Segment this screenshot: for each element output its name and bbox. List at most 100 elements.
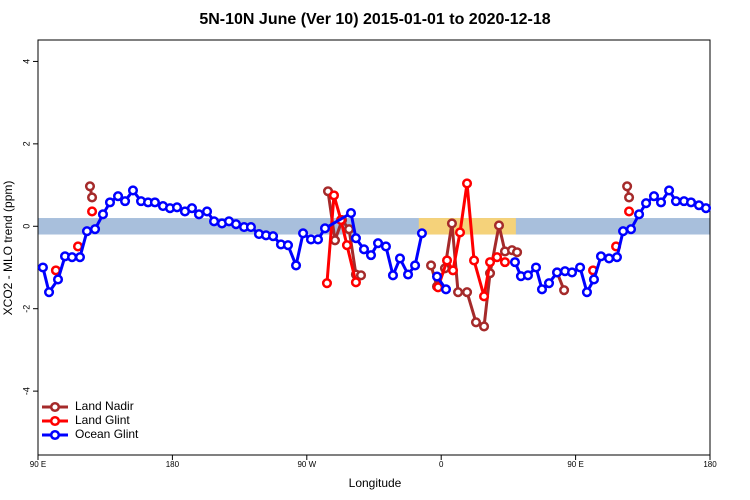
data-point <box>655 197 667 208</box>
y-tick-label: 0 <box>21 224 31 229</box>
data-point <box>575 262 586 273</box>
data-point <box>81 226 93 237</box>
x-tick-label: 180 <box>166 460 180 469</box>
data-point <box>410 260 421 271</box>
data-point <box>37 262 48 273</box>
data-point <box>509 257 521 268</box>
data-point <box>282 240 294 251</box>
plot-frame <box>37 39 711 456</box>
data-point <box>365 250 377 261</box>
data-point <box>402 269 414 280</box>
data-point <box>127 185 139 196</box>
data-point <box>634 209 645 220</box>
data-point <box>341 240 353 251</box>
legend-marker <box>49 401 61 413</box>
data-point <box>685 197 697 208</box>
data-point <box>394 253 406 264</box>
data-point <box>648 191 660 202</box>
data-point <box>171 202 183 213</box>
y-axis-label: XCO2 - MLO trend (ppm) <box>1 181 15 316</box>
land-band <box>418 218 516 235</box>
x-tick-label: 180 <box>703 460 717 469</box>
data-point <box>186 203 198 214</box>
data-point <box>559 285 570 296</box>
data-point <box>588 274 600 285</box>
data-point <box>87 206 98 217</box>
y-tick-label: 2 <box>21 141 31 146</box>
data-point <box>536 284 548 295</box>
data-point <box>552 267 563 278</box>
data-point <box>604 253 615 264</box>
data-point <box>298 228 309 239</box>
data-point <box>622 181 633 192</box>
data-point <box>624 206 635 217</box>
data-point <box>52 274 64 285</box>
data-point <box>664 185 675 196</box>
data-point <box>461 178 473 189</box>
data-point <box>625 224 637 235</box>
data-point <box>345 208 357 219</box>
legend-label: Land Glint <box>75 413 130 427</box>
data-point <box>530 262 542 273</box>
data-point <box>618 226 629 237</box>
data-point <box>84 181 96 192</box>
data-point <box>581 287 592 298</box>
data-point <box>44 287 55 298</box>
data-point <box>543 278 555 289</box>
y-tick-label: -2 <box>21 305 31 313</box>
data-point <box>425 260 437 271</box>
y-tick-label: -4 <box>21 387 31 395</box>
data-point <box>89 224 101 235</box>
legend-label: Ocean Glint <box>75 427 139 441</box>
data-point <box>319 223 331 234</box>
data-point <box>74 252 86 263</box>
data-point <box>329 235 341 246</box>
x-tick-label: 0 <box>439 460 444 469</box>
legend-label: Land Nadir <box>75 399 134 413</box>
data-point <box>470 317 482 328</box>
data-point <box>358 244 370 255</box>
data-point <box>201 206 213 217</box>
data-point <box>372 238 384 249</box>
data-point <box>484 257 496 268</box>
data-point <box>492 252 503 263</box>
data-point <box>268 231 279 242</box>
data-point <box>469 255 480 266</box>
data-point <box>355 270 367 281</box>
data-point <box>670 196 682 207</box>
data-point <box>700 203 712 214</box>
zero-band <box>38 218 710 235</box>
x-tick-label: 90 E <box>567 460 583 469</box>
y-tick-label: 4 <box>21 59 31 64</box>
data-point <box>522 270 534 281</box>
data-point <box>209 216 220 227</box>
data-point <box>493 220 505 231</box>
data-point <box>120 196 131 207</box>
x-tick-label: 90 W <box>297 460 316 469</box>
data-point <box>112 191 124 202</box>
x-axis-label: Longitude <box>349 476 402 490</box>
data-point <box>624 192 635 203</box>
data-point <box>149 197 160 208</box>
data-point <box>193 209 205 220</box>
data-point <box>104 197 116 208</box>
data-point <box>87 192 98 203</box>
data-point <box>441 255 453 266</box>
data-point <box>454 227 466 238</box>
data-point <box>230 219 242 230</box>
data-point <box>479 291 490 302</box>
data-point <box>245 222 256 233</box>
data-point <box>479 321 490 332</box>
data-point <box>387 270 399 281</box>
data-point <box>97 209 109 220</box>
data-point <box>416 228 427 239</box>
data-point <box>66 252 78 263</box>
data-point <box>344 224 355 235</box>
data-point <box>461 287 473 298</box>
data-point <box>350 277 361 288</box>
data-point <box>290 260 302 271</box>
data-point <box>312 234 324 245</box>
data-point <box>512 247 523 258</box>
legend-marker <box>49 415 61 427</box>
